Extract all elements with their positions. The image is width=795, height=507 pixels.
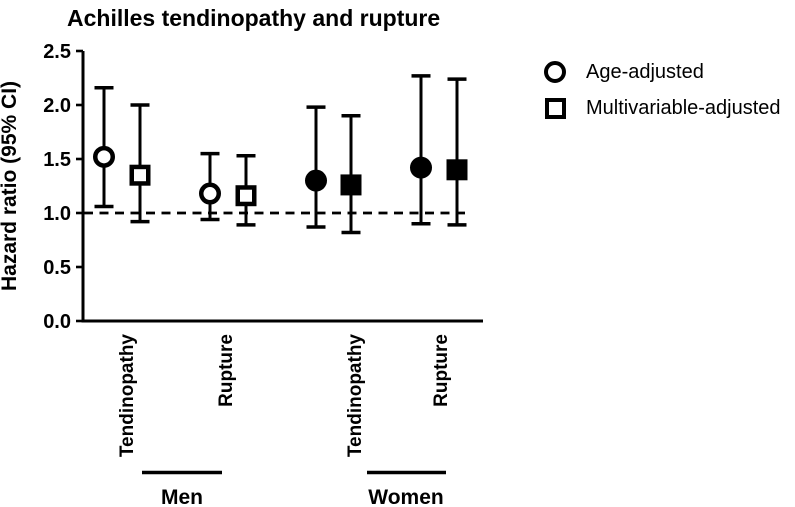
group-label: Men (161, 486, 203, 507)
marker-open-circle-men-tendinopathy-age-adjusted (93, 145, 115, 168)
marker-filled-circle-women-tendinopathy-age-adjusted (305, 169, 327, 192)
legend-item-multivariable-adjusted: Multivariable-adjusted (544, 90, 781, 126)
category-label: Tendinopathy (117, 334, 138, 458)
marker-filled-square-women-rupture-multivariable-adjusted (446, 159, 468, 181)
legend-label: Age-adjusted (586, 60, 704, 83)
legend: Age-adjusted Multivariable-adjusted (544, 54, 781, 126)
open-square-marker-icon (545, 97, 566, 119)
marker-filled-square-women-tendinopathy-multivariable-adjusted (340, 174, 362, 196)
marker-open-circle-men-rupture-age-adjusted (199, 182, 221, 205)
legend-label: Multivariable-adjusted (586, 96, 781, 119)
y-tick-label: 2.5 (43, 41, 71, 63)
category-label: Tendinopathy (345, 334, 366, 458)
marker-open-square-men-tendinopathy-multivariable-adjusted (129, 164, 151, 186)
y-tick-label: 1.0 (43, 203, 71, 225)
y-tick-label: 0.5 (43, 257, 71, 279)
open-circle-marker-icon (544, 61, 566, 83)
y-tick-label: 0.0 (43, 311, 71, 333)
y-axis-label: Hazard ratio (95% CI) (0, 81, 21, 291)
category-label: Rupture (431, 334, 452, 407)
group-label: Women (368, 486, 443, 507)
chart-title: Achilles tendinopathy and rupture (67, 5, 441, 31)
category-label: Rupture (216, 334, 237, 407)
y-tick-label: 2.0 (43, 95, 71, 117)
y-tick-label: 1.5 (43, 149, 71, 171)
marker-open-square-men-rupture-multivariable-adjusted (235, 185, 257, 207)
legend-item-age-adjusted: Age-adjusted (544, 54, 781, 90)
marker-filled-circle-women-rupture-age-adjusted (410, 156, 432, 179)
